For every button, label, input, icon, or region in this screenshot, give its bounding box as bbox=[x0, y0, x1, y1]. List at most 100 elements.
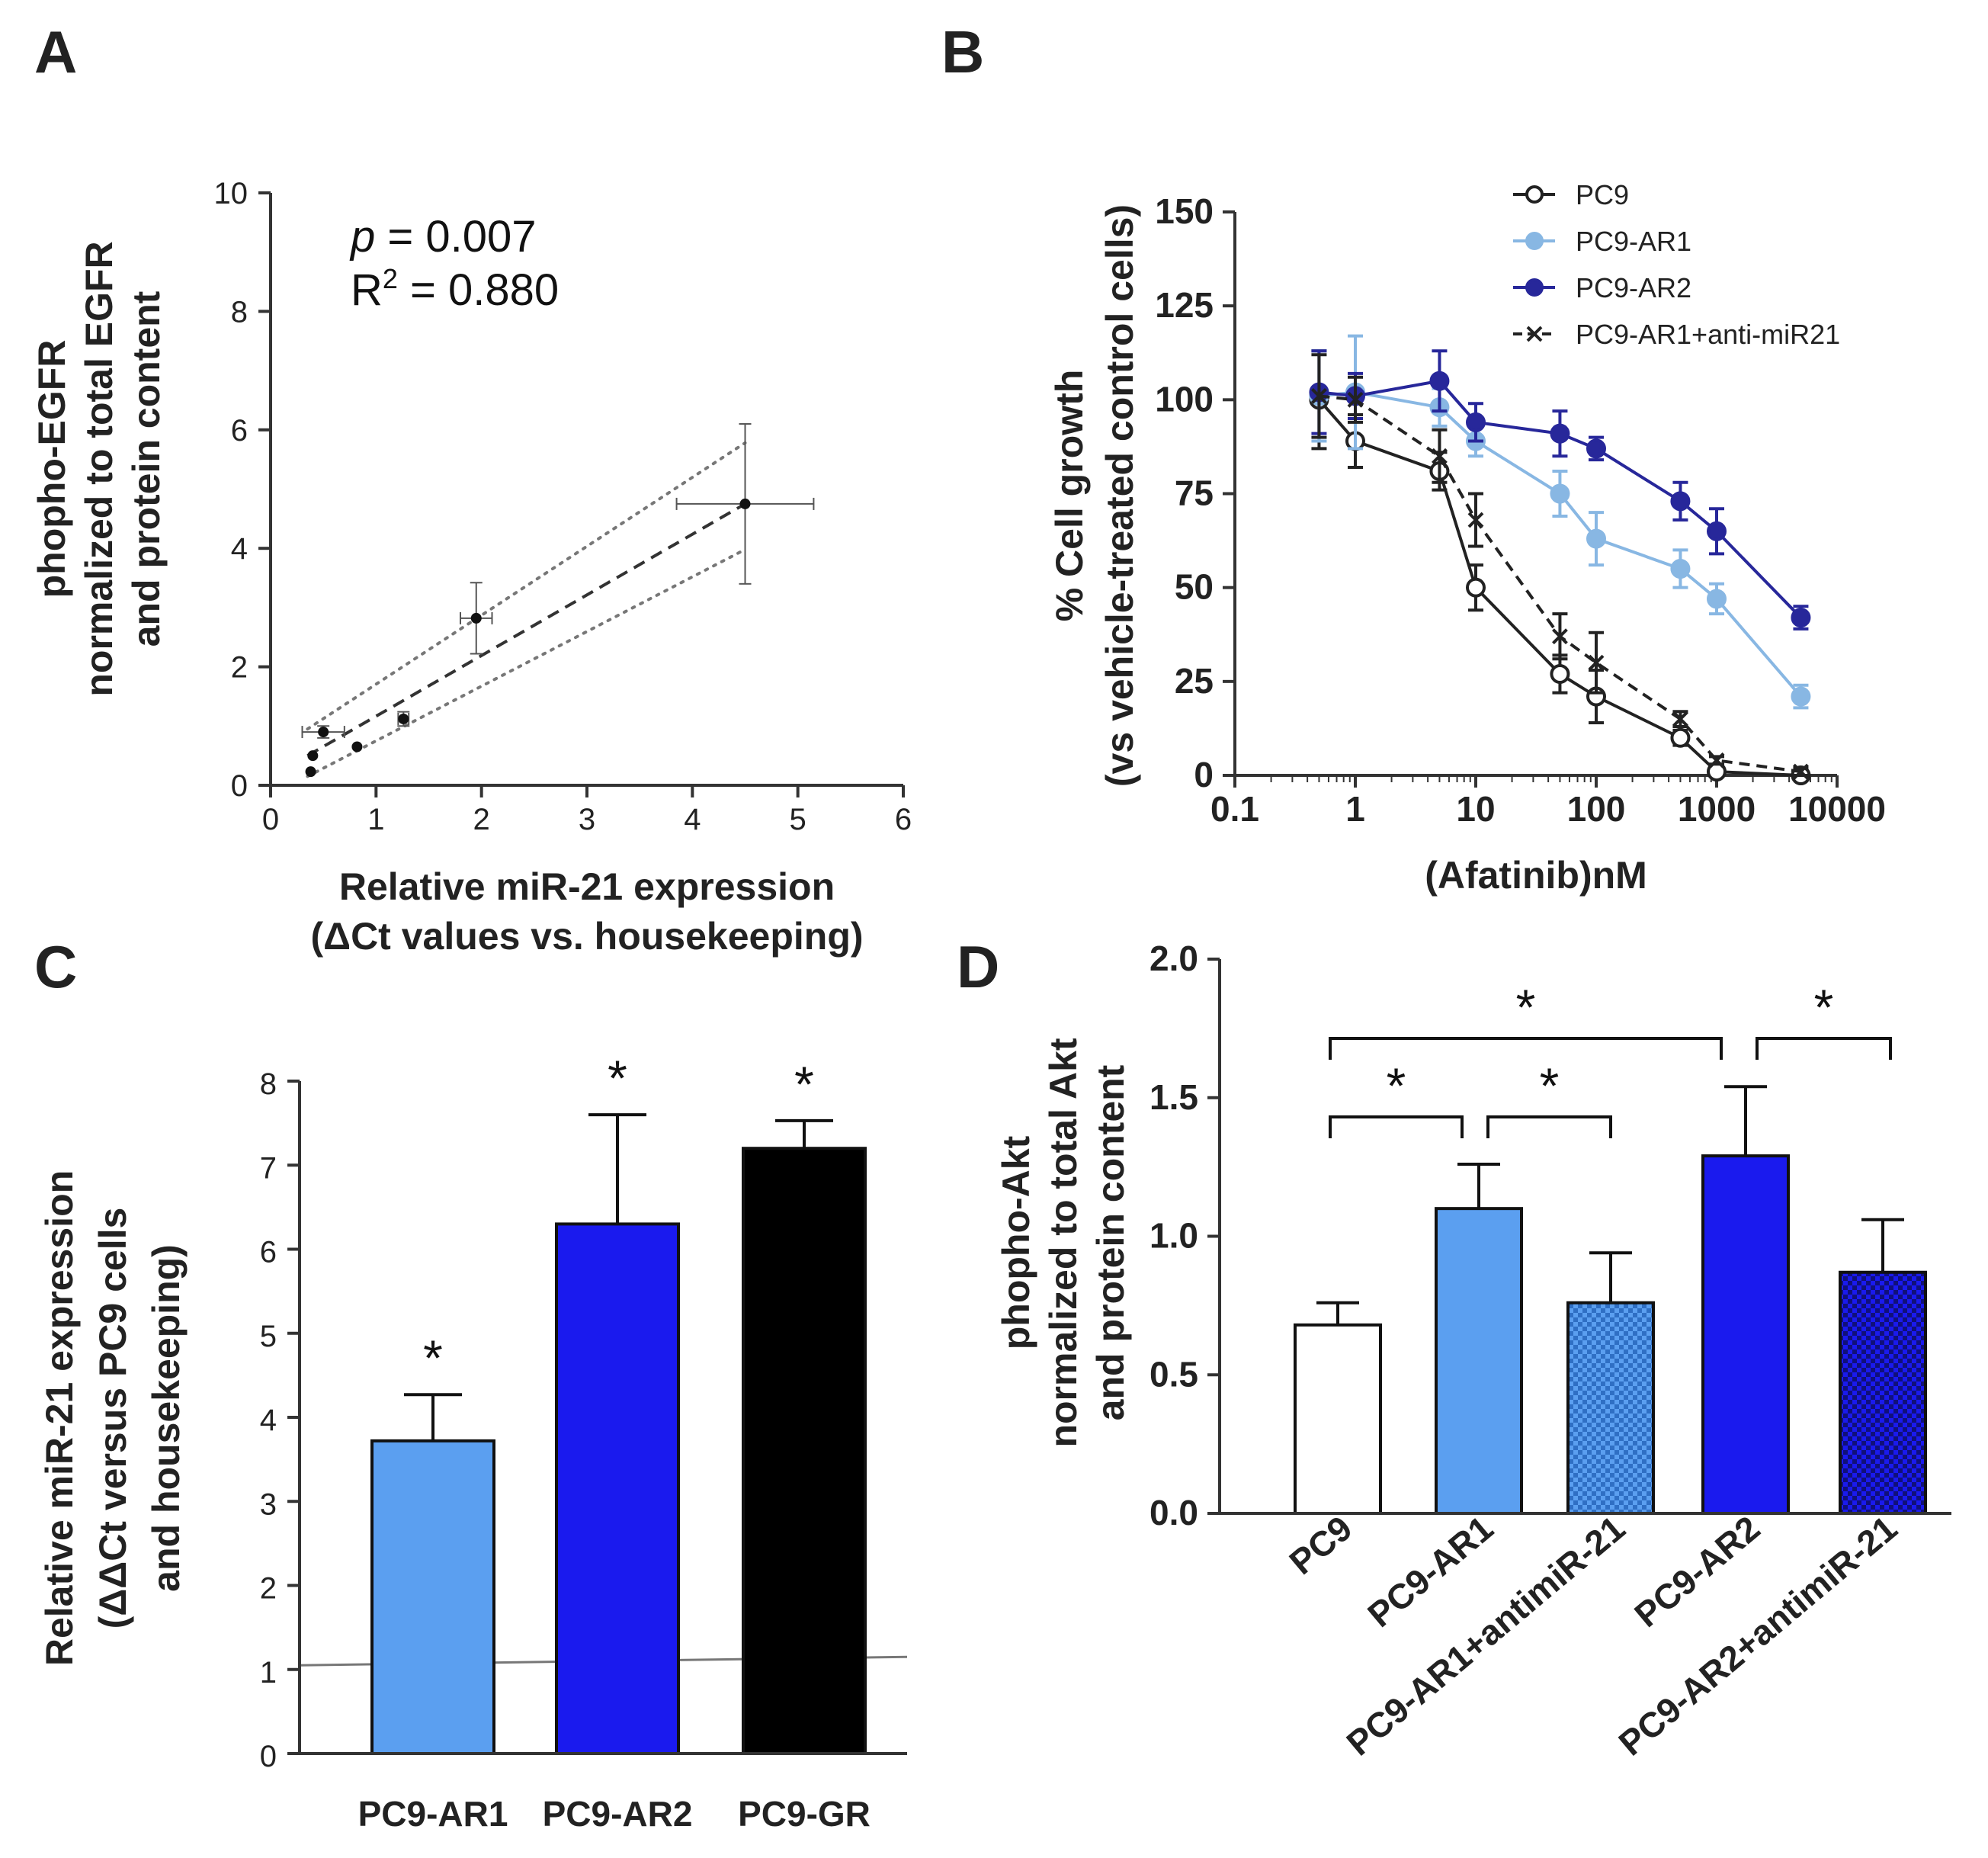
x-tick-label: 5 bbox=[790, 803, 806, 836]
data-point bbox=[739, 498, 751, 509]
legend-marker bbox=[1526, 326, 1543, 342]
x-axis-title-line1: Relative miR-21 expression bbox=[339, 865, 835, 908]
chart-c-bar: * PC9-AR1 * PC9-AR2 * PC9-GR 0 1 2 3 4 5 6 7 8 Relative… bbox=[38, 1050, 908, 1834]
legend-marker bbox=[1525, 232, 1544, 250]
panel-label-d: D bbox=[957, 933, 999, 1000]
y-tick-label: 0 bbox=[1194, 755, 1214, 794]
bar-pc9-ar2 bbox=[555, 1222, 680, 1756]
circle-marker bbox=[1429, 371, 1450, 391]
y-axis-title-line: and housekeeping) bbox=[145, 1244, 188, 1592]
r-squared-annotation: R2 = 0.880 bbox=[351, 263, 559, 315]
circle-marker bbox=[1707, 589, 1727, 609]
panel-label-c: C bbox=[34, 933, 77, 1000]
p-value: = 0.007 bbox=[375, 212, 536, 262]
comparison-bracket bbox=[1756, 1037, 1892, 1060]
x-tick-label: 1000 bbox=[1678, 789, 1756, 829]
circle-marker bbox=[1550, 663, 1570, 684]
legend-label: PC9-AR1+anti-miR21 bbox=[1576, 319, 1840, 350]
y-axis-title-line: Relative miR-21 expression bbox=[38, 1170, 81, 1666]
cross-marker bbox=[1672, 711, 1688, 727]
y-tick-label: 2 bbox=[231, 651, 248, 685]
y-tick-label: 10 bbox=[214, 177, 248, 210]
ci-lower-line bbox=[306, 547, 747, 778]
bar bbox=[1435, 1207, 1523, 1516]
x-tick-label: 0.1 bbox=[1210, 789, 1259, 829]
y-axis-title-line: (vs vehicle-treated control cells) bbox=[1098, 204, 1141, 787]
series-pc9-ar1-anti-mir21: PC9-AR1+anti-miR21 bbox=[1311, 319, 1840, 780]
data-point bbox=[398, 713, 409, 724]
x-tick-label: 3 bbox=[579, 803, 595, 836]
x-axis-title-line2: (ΔCt values vs. housekeeping) bbox=[310, 915, 863, 958]
y-tick-label: 150 bbox=[1155, 191, 1214, 231]
x-tick-label: 100 bbox=[1567, 789, 1626, 829]
y-tick-label: 1.5 bbox=[1150, 1077, 1198, 1117]
legend-label: PC9-AR1 bbox=[1576, 226, 1691, 257]
y-tick-label: 4 bbox=[231, 532, 248, 566]
y-axis-title-line: normalized to total EGFR bbox=[78, 241, 120, 696]
panel-label-a: A bbox=[34, 18, 77, 85]
comparison-bracket bbox=[1486, 1115, 1612, 1138]
x-category-label: PC9-AR2 bbox=[1627, 1508, 1767, 1635]
circle-marker bbox=[1466, 577, 1486, 598]
x-tick-label: 2 bbox=[473, 803, 490, 836]
y-tick-label: 1.0 bbox=[1150, 1216, 1198, 1256]
cross-marker bbox=[1347, 391, 1364, 408]
regression-line bbox=[306, 502, 746, 757]
y-tick-label: 8 bbox=[260, 1067, 277, 1101]
y-tick-label: 8 bbox=[231, 295, 248, 329]
circle-marker bbox=[1791, 686, 1811, 707]
y-tick-label: 2.0 bbox=[1150, 939, 1198, 978]
y-tick-label: 0 bbox=[260, 1740, 277, 1773]
significance-star: * bbox=[1814, 979, 1834, 1035]
y-axis-title: phopho-EGFR normalized to total EGFR and p… bbox=[30, 241, 168, 696]
y-tick-label: 0 bbox=[231, 769, 248, 803]
chart-b-dose-response: 0.1 1 10 100 1000 10000 0 25 50 75 100 125 150 PC9 PC9… bbox=[1048, 179, 1886, 897]
circle-marker bbox=[1791, 608, 1811, 628]
y-tick-label: 75 bbox=[1175, 473, 1214, 513]
y-tick-label: 4 bbox=[260, 1404, 277, 1437]
bar-pc9-ar1 bbox=[370, 1439, 495, 1755]
y-tick-label: 0.5 bbox=[1150, 1354, 1198, 1394]
y-axis-title-line: % Cell growth bbox=[1048, 370, 1091, 622]
circle-marker bbox=[1670, 491, 1691, 512]
r-symbol: R bbox=[351, 265, 383, 315]
x-category-label: PC9-AR1 bbox=[358, 1794, 508, 1834]
cross-marker bbox=[1793, 763, 1809, 780]
y-tick-label: 0.0 bbox=[1150, 1493, 1198, 1532]
significance-star: * bbox=[608, 1050, 627, 1106]
bar bbox=[1839, 1270, 1927, 1515]
bar bbox=[1701, 1154, 1790, 1515]
y-tick-label: 3 bbox=[260, 1487, 277, 1521]
data-point bbox=[470, 612, 482, 624]
cross-marker bbox=[1708, 752, 1725, 769]
cross-marker bbox=[1432, 448, 1448, 464]
ci-upper-line bbox=[306, 441, 747, 731]
chart-d-bar: PC9 PC9-AR1PC9-AR1+antimiR-21PC9-AR2PC9-A… bbox=[995, 939, 1951, 1763]
y-axis-title-line: phopho-Akt bbox=[995, 1135, 1037, 1349]
r-value: = 0.880 bbox=[398, 265, 559, 315]
x-tick-label: 10000 bbox=[1788, 789, 1886, 829]
comparison-bracket bbox=[1329, 1115, 1464, 1138]
x-tick-label: 10 bbox=[1456, 789, 1495, 829]
x-category-label: PC9-AR2 bbox=[543, 1794, 693, 1834]
y-axis-title-line: (ΔΔCt versus PC9 cells bbox=[91, 1208, 134, 1629]
y-axis-title-line: and protein content bbox=[1089, 1064, 1132, 1420]
data-point bbox=[318, 727, 329, 738]
cross-marker bbox=[1588, 654, 1605, 671]
legend-marker bbox=[1525, 185, 1544, 204]
y-tick-label: 5 bbox=[260, 1320, 277, 1353]
data-point bbox=[307, 750, 319, 762]
cross-marker bbox=[1467, 512, 1484, 528]
bar-pc9-gr bbox=[742, 1147, 867, 1755]
y-tick-label: 6 bbox=[260, 1236, 277, 1269]
y-axis-title-line: normalized to total Akt bbox=[1042, 1038, 1085, 1447]
x-tick-label: 1 bbox=[367, 803, 384, 836]
circle-marker bbox=[1586, 528, 1606, 549]
circle-marker bbox=[1670, 559, 1691, 579]
significance-star: * bbox=[423, 1330, 443, 1386]
y-tick-label: 2 bbox=[260, 1572, 277, 1606]
y-axis-title-line: phopho-EGFR bbox=[30, 340, 73, 598]
significance-star: * bbox=[1516, 979, 1536, 1035]
